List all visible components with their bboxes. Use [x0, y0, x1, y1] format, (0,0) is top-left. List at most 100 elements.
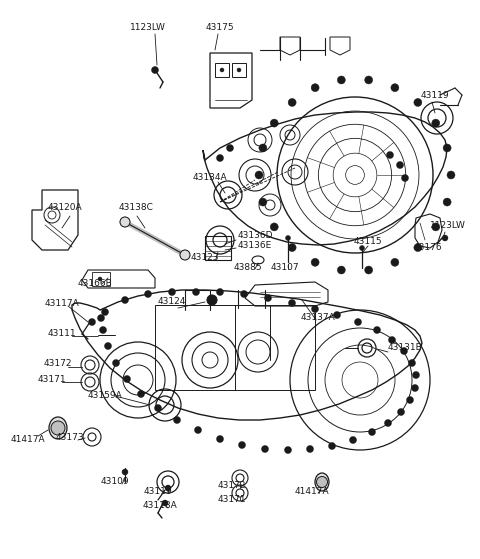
Circle shape — [391, 84, 399, 92]
Circle shape — [220, 68, 224, 72]
Circle shape — [373, 326, 381, 334]
Text: 43171: 43171 — [38, 376, 66, 385]
Circle shape — [307, 446, 313, 452]
Circle shape — [120, 217, 130, 227]
Circle shape — [316, 476, 327, 487]
Circle shape — [165, 485, 171, 491]
Ellipse shape — [49, 417, 67, 439]
Text: 43119: 43119 — [144, 487, 172, 496]
Circle shape — [443, 144, 451, 152]
Circle shape — [112, 359, 120, 367]
Bar — [155, 305, 315, 390]
Text: 43159A: 43159A — [88, 391, 122, 400]
Circle shape — [144, 291, 152, 297]
Circle shape — [288, 98, 296, 106]
Circle shape — [288, 300, 296, 306]
Text: 43115: 43115 — [354, 238, 382, 247]
Circle shape — [173, 416, 180, 424]
Text: 43117A: 43117A — [45, 299, 79, 307]
Circle shape — [255, 171, 263, 179]
Circle shape — [97, 315, 105, 321]
Circle shape — [216, 154, 224, 162]
Text: 41417A: 41417A — [11, 435, 45, 444]
Circle shape — [270, 223, 278, 231]
Circle shape — [207, 295, 217, 305]
Circle shape — [414, 244, 422, 252]
Circle shape — [51, 421, 65, 435]
Text: 43123: 43123 — [191, 253, 219, 263]
Circle shape — [411, 385, 419, 391]
Text: 43134A: 43134A — [192, 173, 228, 182]
Text: 43131B: 43131B — [388, 343, 423, 353]
Circle shape — [337, 76, 345, 84]
Circle shape — [360, 245, 364, 250]
Circle shape — [408, 359, 416, 367]
Circle shape — [432, 119, 440, 127]
Circle shape — [194, 427, 202, 433]
Circle shape — [443, 198, 451, 206]
Circle shape — [152, 67, 158, 73]
Circle shape — [101, 309, 108, 315]
Circle shape — [384, 419, 392, 427]
Circle shape — [349, 437, 357, 443]
Circle shape — [365, 76, 372, 84]
Circle shape — [259, 144, 267, 152]
Text: 43136D: 43136D — [238, 231, 274, 240]
Circle shape — [98, 277, 102, 281]
Circle shape — [270, 119, 278, 127]
Text: 43173: 43173 — [56, 433, 84, 443]
Text: 43136E: 43136E — [238, 241, 272, 250]
Circle shape — [227, 144, 233, 151]
Circle shape — [216, 435, 224, 443]
Text: 43120A: 43120A — [48, 202, 82, 211]
Circle shape — [391, 258, 399, 266]
Circle shape — [311, 258, 319, 266]
Circle shape — [414, 98, 422, 106]
Circle shape — [401, 174, 408, 182]
Circle shape — [239, 442, 245, 448]
Text: 43176: 43176 — [414, 244, 442, 253]
Circle shape — [286, 235, 290, 240]
Text: 43109: 43109 — [101, 477, 129, 486]
Circle shape — [412, 372, 420, 378]
Circle shape — [396, 162, 404, 168]
Circle shape — [397, 409, 405, 415]
Circle shape — [99, 326, 107, 334]
Circle shape — [442, 235, 448, 241]
Circle shape — [285, 447, 291, 453]
Circle shape — [123, 376, 131, 382]
Circle shape — [88, 319, 96, 325]
Bar — [205, 236, 231, 260]
Circle shape — [432, 223, 440, 231]
Circle shape — [122, 469, 128, 475]
Circle shape — [264, 295, 272, 301]
Text: 43118A: 43118A — [143, 501, 178, 510]
Circle shape — [121, 296, 129, 304]
Circle shape — [447, 171, 455, 179]
Text: 43175: 43175 — [206, 23, 234, 32]
Ellipse shape — [315, 473, 329, 491]
Text: 1123LW: 1123LW — [430, 221, 466, 230]
Circle shape — [355, 319, 361, 325]
Circle shape — [192, 288, 200, 296]
Circle shape — [311, 84, 319, 92]
Circle shape — [240, 291, 248, 297]
Circle shape — [120, 217, 130, 227]
Circle shape — [386, 151, 394, 159]
Circle shape — [216, 288, 224, 296]
Circle shape — [407, 396, 413, 404]
Text: 43137A: 43137A — [300, 312, 336, 321]
Circle shape — [334, 311, 340, 319]
Circle shape — [180, 250, 190, 260]
Text: 43172: 43172 — [218, 481, 246, 490]
Text: 43171: 43171 — [218, 495, 246, 504]
Circle shape — [237, 68, 241, 72]
Text: 1123LW: 1123LW — [130, 23, 166, 32]
Bar — [92, 272, 110, 286]
Circle shape — [337, 266, 345, 274]
Text: 43107: 43107 — [271, 263, 300, 272]
Circle shape — [162, 500, 168, 506]
Text: 43119: 43119 — [420, 91, 449, 100]
Text: 43138C: 43138C — [119, 202, 154, 211]
Circle shape — [259, 198, 267, 206]
